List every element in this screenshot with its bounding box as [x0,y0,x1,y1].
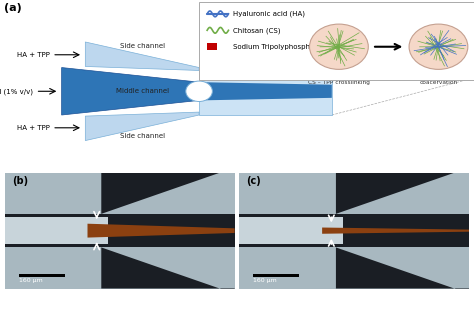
Text: Side channel: Side channel [119,133,165,139]
Bar [239,214,469,247]
Polygon shape [101,168,235,214]
Circle shape [186,81,212,101]
Text: High flow rate regime: High flow rate regime [294,302,414,312]
Text: HA + TPP: HA + TPP [17,125,50,131]
Bar [5,214,235,247]
Ellipse shape [310,24,368,69]
Bar [239,217,343,244]
Polygon shape [101,247,235,294]
Bar [207,43,217,51]
Polygon shape [322,228,469,234]
Text: Hyaluronic acid (HA): Hyaluronic acid (HA) [233,11,305,17]
Polygon shape [85,112,199,141]
Text: 160 μm: 160 μm [18,278,42,283]
Text: Ionotropic gelation via
CS – TPP crosslinking: Ionotropic gelation via CS – TPP crossli… [306,74,372,84]
Polygon shape [199,82,332,100]
Text: Low flow rate regime: Low flow rate regime [61,302,178,312]
Ellipse shape [409,24,468,69]
Bar [5,217,108,244]
FancyBboxPatch shape [199,2,474,80]
Polygon shape [336,247,469,294]
Text: Middle channel: Middle channel [116,88,169,94]
Text: (c): (c) [246,176,261,186]
Bar [18,274,64,277]
Text: HA + TPP: HA + TPP [17,52,50,58]
Polygon shape [336,168,469,214]
Text: CS + acetic acid (1% v/v): CS + acetic acid (1% v/v) [0,88,33,95]
Text: Sodium Tripolyphosphate (TPP): Sodium Tripolyphosphate (TPP) [233,43,342,50]
Text: Side channel: Side channel [119,43,165,49]
Polygon shape [88,224,235,238]
Text: HA complex
coacervation: HA complex coacervation [419,74,457,84]
Polygon shape [85,42,199,70]
Polygon shape [62,67,199,115]
Text: (b): (b) [12,176,28,186]
Text: Chitosan (CS): Chitosan (CS) [233,27,281,34]
Bar [253,274,299,277]
Bar [199,67,332,115]
Text: (a): (a) [4,3,21,13]
Text: 160 μm: 160 μm [253,278,277,283]
